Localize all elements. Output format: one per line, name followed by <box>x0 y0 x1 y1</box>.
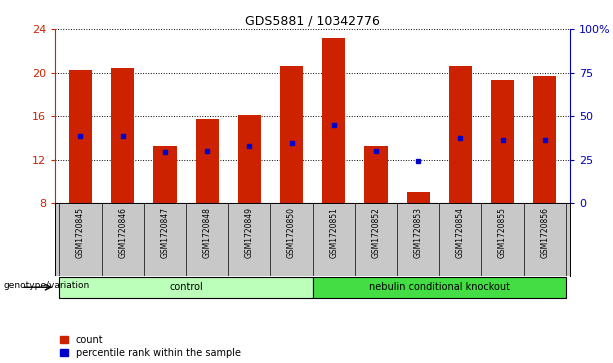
Text: GSM1720852: GSM1720852 <box>371 207 381 258</box>
Text: GSM1720849: GSM1720849 <box>245 207 254 258</box>
Bar <box>406 192 430 203</box>
Text: genotype/variation: genotype/variation <box>3 281 89 290</box>
Bar <box>280 66 303 203</box>
Bar <box>59 277 313 298</box>
Text: GSM1720850: GSM1720850 <box>287 207 296 258</box>
Title: GDS5881 / 10342776: GDS5881 / 10342776 <box>245 15 380 28</box>
Text: nebulin conditional knockout: nebulin conditional knockout <box>369 282 510 292</box>
Text: GSM1720845: GSM1720845 <box>76 207 85 258</box>
Text: GSM1720856: GSM1720856 <box>540 207 549 258</box>
Bar <box>491 80 514 203</box>
Bar <box>322 38 345 203</box>
Text: GSM1720851: GSM1720851 <box>329 207 338 258</box>
Bar <box>364 146 387 203</box>
Bar <box>111 68 134 203</box>
Text: GSM1720854: GSM1720854 <box>456 207 465 258</box>
Text: GSM1720846: GSM1720846 <box>118 207 128 258</box>
Bar <box>238 115 261 203</box>
Text: GSM1720847: GSM1720847 <box>161 207 169 258</box>
Text: control: control <box>169 282 203 292</box>
Text: GSM1720855: GSM1720855 <box>498 207 507 258</box>
Text: GSM1720853: GSM1720853 <box>414 207 422 258</box>
Bar <box>313 277 566 298</box>
Bar <box>533 76 557 203</box>
Bar <box>69 70 92 203</box>
Legend: count, percentile rank within the sample: count, percentile rank within the sample <box>60 335 240 358</box>
Text: GSM1720848: GSM1720848 <box>203 207 211 258</box>
Bar <box>449 66 472 203</box>
Bar <box>153 146 177 203</box>
Bar <box>196 119 219 203</box>
